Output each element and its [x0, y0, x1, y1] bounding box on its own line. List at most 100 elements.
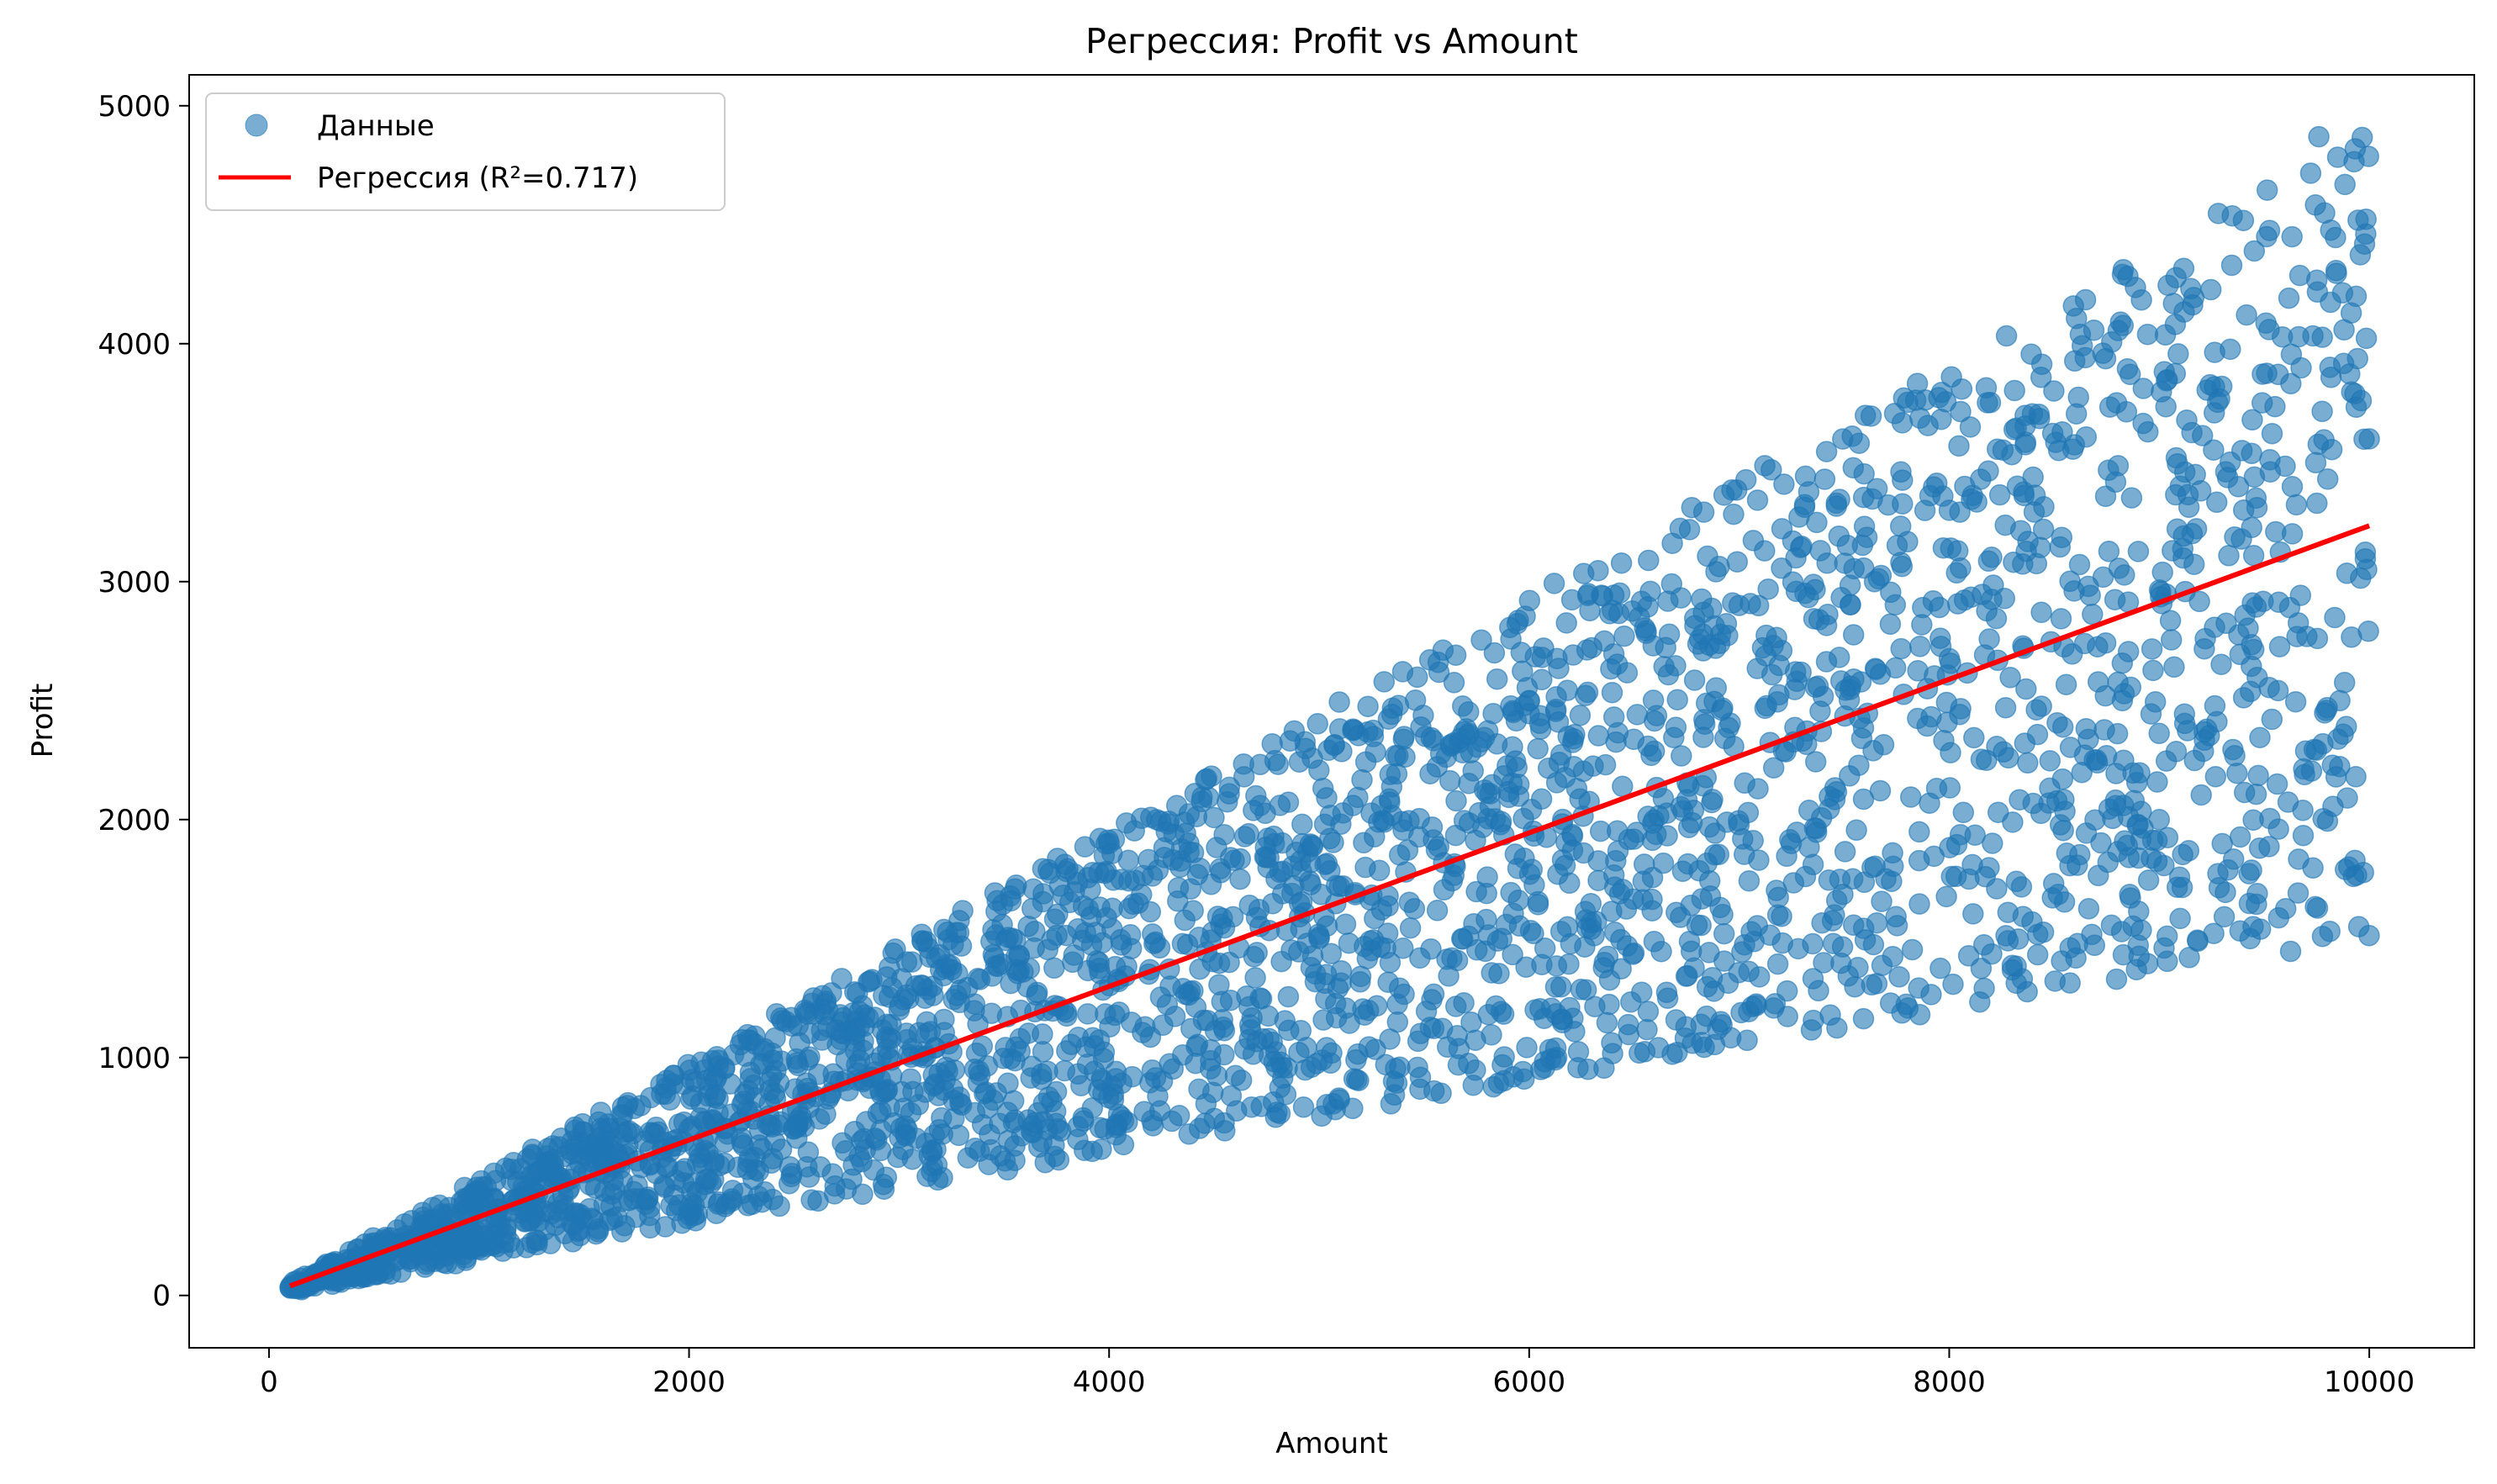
- data-point: [1195, 768, 1217, 791]
- data-point: [1901, 938, 1924, 961]
- data-point: [1356, 948, 1379, 969]
- data-point: [2258, 836, 2280, 858]
- data-point: [2050, 608, 2072, 630]
- data-point: [2120, 487, 2143, 509]
- data-point: [1803, 573, 1824, 595]
- data-point: [1803, 1009, 1824, 1032]
- data-point: [1861, 488, 1883, 510]
- data-point: [1761, 459, 1782, 481]
- data-point: [1962, 903, 1984, 925]
- data-point: [2229, 826, 2252, 848]
- data-point: [1338, 932, 1360, 954]
- data-point: [1279, 730, 1301, 752]
- data-point: [1206, 837, 1227, 858]
- y-tick-label: 3000: [98, 566, 171, 599]
- data-point: [2311, 925, 2334, 948]
- data-point: [1852, 716, 1875, 739]
- data-point: [1159, 1053, 1180, 1075]
- data-point: [1465, 880, 1487, 903]
- data-point: [1860, 405, 1882, 427]
- data-point: [2114, 830, 2135, 852]
- data-point: [1543, 573, 1565, 594]
- data-point: [1002, 1112, 1025, 1133]
- data-point: [1560, 589, 1583, 611]
- x-tick-label: 4000: [1073, 1365, 1146, 1399]
- data-point: [1080, 906, 1102, 928]
- data-point: [1623, 942, 1645, 964]
- data-point: [2144, 691, 2167, 713]
- data-point: [1886, 915, 1908, 937]
- data-point: [1982, 832, 2003, 854]
- data-point: [1671, 745, 1692, 767]
- data-point: [655, 1077, 677, 1099]
- data-point: [1698, 942, 1720, 964]
- data-point: [1502, 1066, 1524, 1088]
- data-point: [1388, 844, 1411, 866]
- data-point: [1168, 1105, 1190, 1127]
- data-point: [2111, 652, 2134, 674]
- data-point: [2245, 487, 2267, 510]
- data-point: [1301, 836, 1324, 858]
- data-point: [1425, 839, 1448, 861]
- data-point: [1277, 985, 1300, 1008]
- data-point: [1641, 900, 1663, 922]
- data-point: [1518, 589, 1541, 612]
- data-point: [348, 1267, 370, 1290]
- data-point: [2325, 766, 2347, 788]
- data-point: [1738, 869, 1761, 892]
- data-point: [1993, 741, 2014, 763]
- data-point: [1023, 937, 1045, 959]
- data-point: [2053, 789, 2075, 811]
- data-point: [2059, 737, 2082, 758]
- data-point: [2068, 553, 2091, 576]
- data-point: [1120, 937, 1143, 960]
- data-point: [2030, 353, 2053, 375]
- data-point: [2347, 916, 2370, 937]
- data-point: [2215, 881, 2236, 904]
- data-point: [2357, 145, 2379, 167]
- data-point: [1022, 1122, 1043, 1143]
- x-tick-label: 10000: [2324, 1365, 2415, 1399]
- data-point: [1864, 855, 1886, 877]
- data-point: [2294, 740, 2317, 762]
- data-point: [1017, 915, 1039, 937]
- data-point: [2266, 773, 2288, 795]
- data-point: [1148, 937, 1171, 959]
- data-point: [1518, 689, 1540, 712]
- data-point: [750, 1054, 772, 1075]
- data-point: [2044, 970, 2067, 992]
- data-point: [997, 927, 1019, 948]
- data-point: [1436, 1036, 1459, 1059]
- data-point: [2242, 638, 2265, 661]
- data-point: [645, 1117, 668, 1138]
- data-point: [2293, 758, 2315, 780]
- data-point: [1443, 672, 1465, 694]
- data-point: [1946, 593, 1969, 615]
- data-point: [1745, 993, 1767, 1015]
- data-point: [2148, 579, 2171, 601]
- data-point: [2185, 518, 2208, 540]
- y-axis-label: Profit: [26, 684, 60, 758]
- data-point: [1445, 790, 1467, 812]
- data-point: [1945, 865, 1967, 888]
- data-point: [1376, 922, 1399, 944]
- data-point: [1771, 906, 1792, 927]
- data-point: [1092, 1082, 1114, 1105]
- data-point: [640, 1086, 662, 1109]
- data-point: [1162, 849, 1185, 871]
- data-point: [1871, 890, 1893, 912]
- data-point: [1708, 843, 1730, 866]
- data-point: [2224, 525, 2246, 548]
- data-point: [2325, 260, 2347, 282]
- data-point: [2336, 787, 2358, 809]
- data-point: [709, 1154, 731, 1176]
- data-point: [1379, 1028, 1401, 1050]
- data-point: [1328, 691, 1350, 713]
- data-point: [2021, 403, 2044, 425]
- data-point: [1701, 791, 1723, 814]
- data-point: [1546, 647, 1568, 669]
- data-point: [872, 1173, 895, 1196]
- data-point: [1032, 1023, 1053, 1045]
- data-point: [1712, 697, 1734, 720]
- data-point: [1825, 781, 1848, 803]
